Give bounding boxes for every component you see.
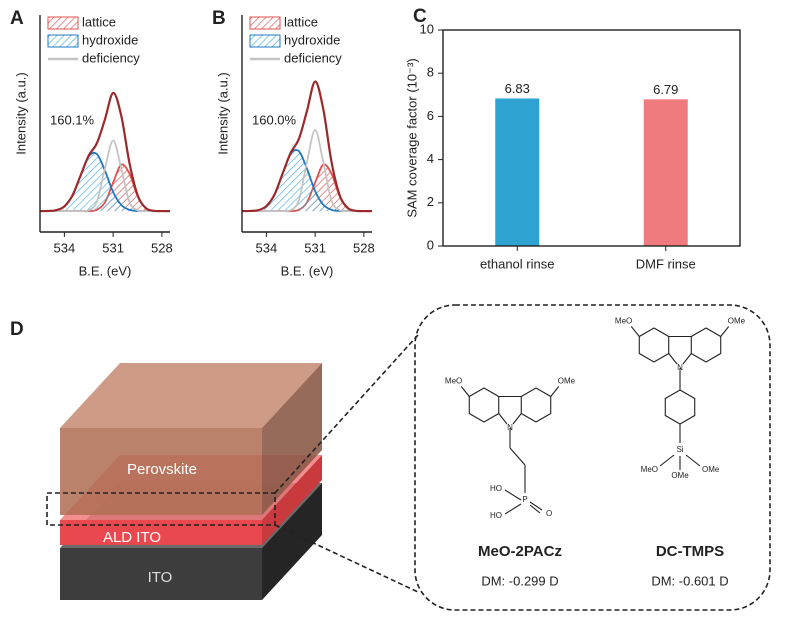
atom-label: Si (676, 445, 683, 454)
annotation: 160.1% (50, 112, 95, 127)
x-tick-label: 534 (256, 240, 278, 255)
ring (638, 327, 670, 363)
spectrum-line (39, 91, 171, 213)
bond (504, 489, 522, 501)
legend-label: lattice (82, 14, 116, 29)
atom-label: HO (490, 511, 502, 520)
bond (509, 447, 526, 466)
y-axis-label: Intensity (a.u.) (13, 72, 28, 154)
atom-label: OMe (671, 471, 689, 480)
y-axis-label: SAM coverage factor (10⁻³) (404, 58, 419, 217)
dipole: DM: -0.299 D (481, 573, 558, 588)
atom-label: OMe (728, 317, 746, 326)
layer-label: ALD ITO (103, 529, 161, 546)
x-tick-label: 531 (304, 240, 326, 255)
atom-label: P (522, 495, 527, 504)
bond (682, 353, 692, 365)
spectrum-line (241, 80, 373, 213)
atom-label: N (677, 363, 683, 372)
bond (460, 386, 470, 397)
bar (495, 98, 540, 246)
legend-swatch (47, 34, 79, 48)
bond (668, 353, 678, 365)
annotation: 160.0% (252, 112, 297, 127)
atom-label: HO (490, 484, 502, 493)
x-tick-label: DMF rinse (636, 256, 696, 271)
bond (720, 326, 730, 337)
bond (630, 326, 640, 337)
bond (550, 386, 560, 397)
legend-label: deficiency (284, 50, 342, 65)
value-label: 6.79 (653, 82, 678, 97)
legend-label: lattice (284, 14, 318, 29)
bar (643, 99, 688, 246)
bond (512, 413, 522, 425)
atom-label: OMe (702, 465, 720, 474)
y-tick-label: 6 (427, 108, 434, 123)
x-axis-label: B.E. (eV) (79, 263, 132, 278)
bond (529, 504, 541, 514)
x-tick-label: 531 (102, 240, 124, 255)
legend-label: hydroxide (82, 32, 138, 47)
y-tick-label: 10 (420, 21, 434, 36)
atom-label: O (546, 509, 552, 518)
x-axis-label: B.E. (eV) (281, 263, 334, 278)
legend-label: deficiency (82, 50, 140, 65)
legend-label: hydroxide (284, 32, 340, 47)
ring (690, 327, 722, 363)
ring (468, 387, 500, 423)
layer-label: ITO (148, 569, 173, 586)
atom-label: N (507, 423, 513, 432)
panel-label: C (413, 6, 427, 27)
spectrum-line (242, 129, 372, 213)
bond (659, 454, 675, 467)
atom-label: MeO (641, 465, 658, 474)
y-tick-label: 8 (427, 65, 434, 80)
x-tick-label: ethanol rinse (480, 256, 554, 271)
x-tick-label: 528 (151, 240, 173, 255)
ring (664, 389, 696, 425)
legend-swatch (47, 16, 79, 30)
device-diagram: D Perovskite ALD ITO ITO MeO-2PACz DM: -… (10, 304, 771, 611)
layer-label: Perovskite (127, 461, 197, 478)
bond (504, 503, 522, 515)
atom-label: MeO (445, 377, 462, 386)
atom-label: OMe (558, 377, 576, 386)
y-axis-label: Intensity (a.u.) (215, 72, 230, 154)
molecule-name: MeO-2PACz (478, 543, 562, 560)
y-tick-label: 4 (427, 151, 434, 166)
value-label: 6.83 (505, 81, 530, 96)
atom-label: MeO (615, 317, 632, 326)
panel-label: B (212, 8, 226, 29)
ring (520, 387, 552, 423)
spectrum-line (39, 151, 170, 212)
spectrum-line (40, 139, 170, 213)
bond (498, 413, 508, 425)
x-tick-label: 534 (54, 240, 76, 255)
y-tick-label: 0 (427, 237, 434, 252)
dipole: DM: -0.601 D (651, 573, 728, 588)
plot-frame (442, 29, 741, 247)
molecule-name: DC-TMPS (656, 543, 724, 560)
bond (529, 501, 543, 511)
legend-swatch (249, 34, 281, 48)
bond (685, 454, 701, 467)
legend-swatch (249, 16, 281, 30)
panel-label: D (10, 319, 24, 340)
x-tick-label: 528 (353, 240, 375, 255)
panel-label: A (10, 8, 24, 29)
y-tick-label: 2 (427, 194, 434, 209)
